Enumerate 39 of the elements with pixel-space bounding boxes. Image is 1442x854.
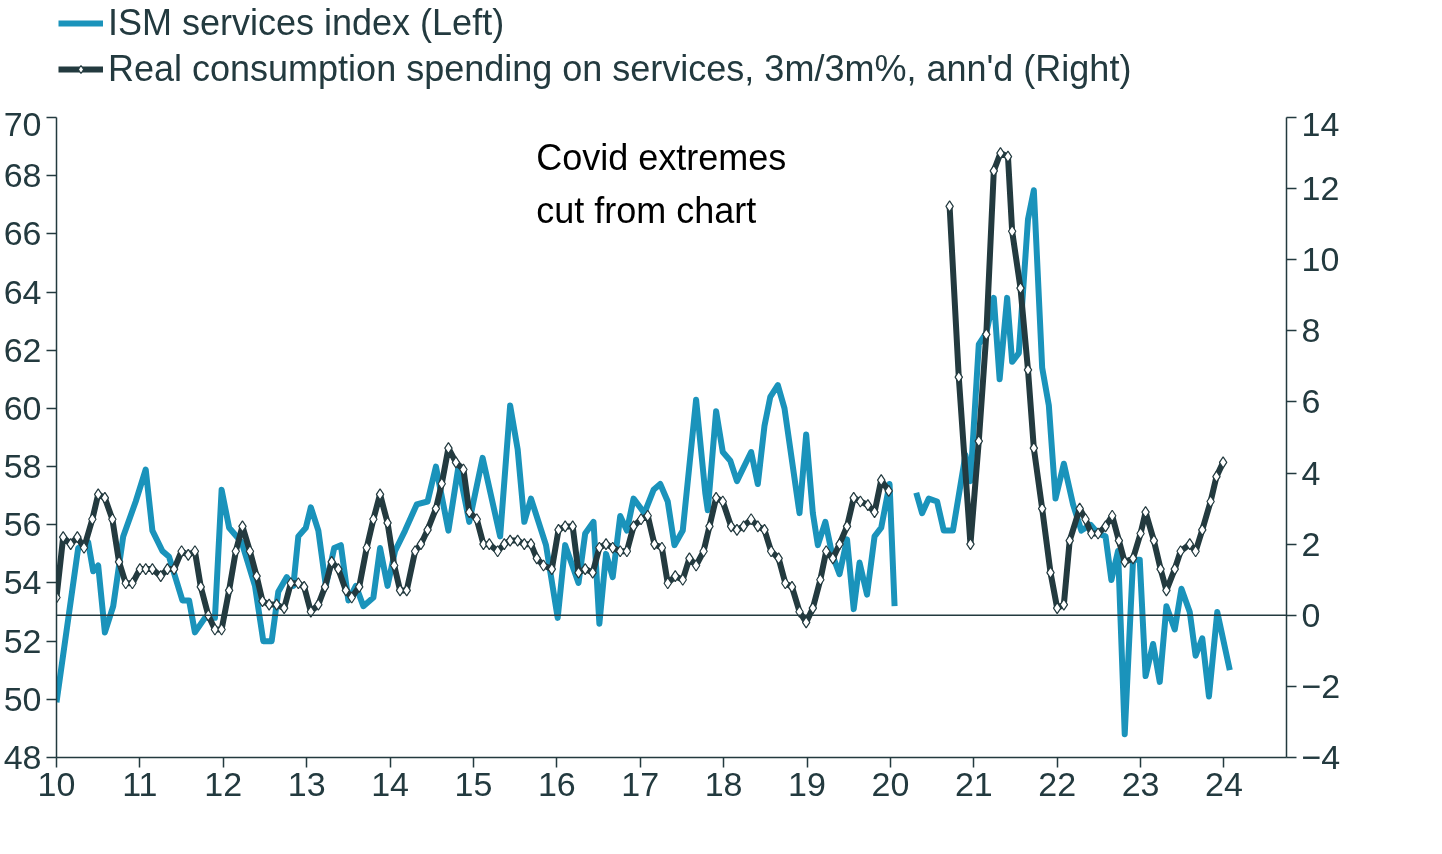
x-tick-label: 21 bbox=[954, 764, 993, 803]
y2-tick-label: −4 bbox=[1301, 738, 1341, 776]
y-tick-label: 58 bbox=[3, 447, 42, 486]
x-tick-label: 16 bbox=[537, 764, 576, 803]
x-tick-label: 11 bbox=[122, 764, 158, 803]
y2-tick-label: −2 bbox=[1301, 666, 1341, 705]
x-tick-label: 24 bbox=[1205, 764, 1243, 803]
y-tick-label: 52 bbox=[3, 621, 42, 660]
x-tick-label: 17 bbox=[621, 764, 660, 803]
y2-tick-label: 14 bbox=[1301, 104, 1340, 143]
y-tick-label: 64 bbox=[3, 272, 42, 311]
y-tick-label: 66 bbox=[3, 214, 42, 253]
x-tick-label: 18 bbox=[704, 764, 743, 803]
x-tick-label: 20 bbox=[871, 764, 910, 803]
y2-tick-label: 12 bbox=[1301, 169, 1340, 208]
x-tick-label: 12 bbox=[204, 764, 243, 803]
y2-tick-label: 2 bbox=[1301, 524, 1321, 563]
y-tick-label: 56 bbox=[3, 505, 42, 544]
annotation: Covid extremes cut from chart bbox=[536, 136, 787, 231]
x-tick-label: 19 bbox=[788, 764, 826, 803]
y2-tick-label: 10 bbox=[1301, 240, 1340, 279]
y-tick-label: 62 bbox=[3, 330, 42, 369]
y-tick-label: 48 bbox=[3, 738, 42, 776]
y-tick-label: 54 bbox=[3, 563, 42, 602]
y-tick-label: 68 bbox=[3, 156, 42, 195]
x-tick-label: 23 bbox=[1121, 764, 1160, 803]
x-tick-label: 22 bbox=[1038, 764, 1077, 803]
x-tick-label: 13 bbox=[287, 764, 326, 803]
y2-tick-label: 8 bbox=[1301, 311, 1321, 350]
x-tick-label: 15 bbox=[454, 764, 493, 803]
legend-label: ISM services index (Left) bbox=[108, 2, 505, 44]
y-tick-label: 70 bbox=[3, 104, 42, 143]
legend-label: Real consumption spending on services, 3m/3m%, ann'd (Right) bbox=[108, 48, 1132, 90]
y2-tick-label: 4 bbox=[1301, 453, 1321, 492]
y2-tick-label: 0 bbox=[1301, 595, 1321, 634]
x-tick-label: 14 bbox=[371, 764, 409, 803]
y-tick-label: 60 bbox=[3, 388, 42, 427]
y-tick-label: 50 bbox=[3, 679, 42, 718]
y2-tick-label: 6 bbox=[1301, 382, 1321, 421]
